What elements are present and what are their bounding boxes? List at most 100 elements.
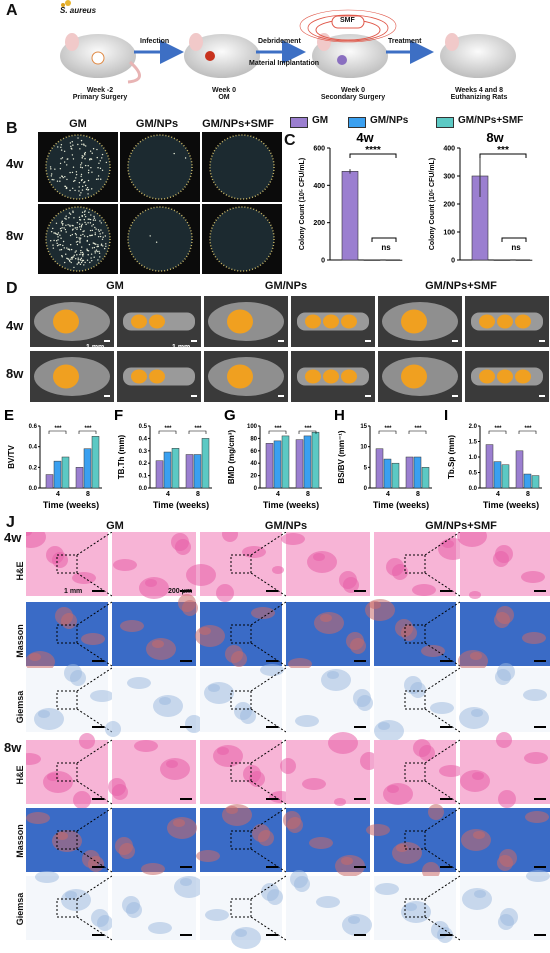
x-tick-label: 8 xyxy=(526,491,530,498)
sig-bracket xyxy=(188,430,207,434)
colony-dot xyxy=(87,254,89,256)
scale-bar-label: 200 μm xyxy=(168,588,193,595)
tissue-feature xyxy=(175,539,191,555)
implant-region xyxy=(515,369,531,384)
colony-dot xyxy=(75,257,77,260)
y-tick-label: 0.0 xyxy=(469,486,478,492)
zoom-box xyxy=(230,830,252,850)
colony-dot xyxy=(97,259,99,261)
zoom-line xyxy=(424,708,461,733)
tissue-feature xyxy=(186,564,216,586)
scale-bar xyxy=(539,340,545,342)
x-tick-label: 8 xyxy=(86,491,90,498)
colony-dot xyxy=(71,141,73,143)
tissue-feature xyxy=(523,689,547,701)
tissue-feature xyxy=(148,922,172,934)
sig-label: **** xyxy=(365,145,381,156)
implant-region xyxy=(323,314,339,329)
colony-dot xyxy=(75,250,77,252)
colony-dot xyxy=(57,146,59,148)
colony-dot xyxy=(84,154,86,156)
implant-region xyxy=(53,309,79,334)
tissue-feature xyxy=(422,862,440,880)
colony-dot xyxy=(77,137,79,139)
zoom-line xyxy=(424,780,461,805)
colony-dot xyxy=(89,218,92,221)
colony-dot xyxy=(68,259,71,262)
sig-bracket xyxy=(349,153,397,158)
colony-dot xyxy=(70,261,72,264)
scale-bar xyxy=(354,590,366,592)
legend-label: GM/NPs xyxy=(370,115,409,126)
colony-dot xyxy=(99,167,102,170)
colony-dot xyxy=(61,254,63,257)
organism-label: S. aureus xyxy=(60,6,97,15)
zoom-box xyxy=(404,554,426,574)
chart-title: 4w xyxy=(356,130,374,145)
colony-dot xyxy=(79,194,81,196)
colony-dot xyxy=(52,227,54,230)
zoom-line xyxy=(250,848,287,873)
tissue-feature xyxy=(34,708,64,730)
colony-dot xyxy=(86,235,89,238)
tissue-feature xyxy=(146,638,176,660)
tissue-feature xyxy=(231,651,247,667)
colony-dot xyxy=(97,167,99,169)
implant-region xyxy=(479,314,495,329)
microct-grid xyxy=(30,296,549,402)
y-tick-label: 0 xyxy=(321,258,325,265)
zoom-line xyxy=(250,780,287,805)
panel-a-label: A xyxy=(6,2,18,19)
colony-dot xyxy=(77,261,80,263)
smf-badge: SMF xyxy=(340,17,355,24)
x-axis-label: Time (weeks) xyxy=(43,500,99,510)
sig-label: *** xyxy=(84,426,92,432)
row-label: 4w xyxy=(6,318,24,333)
colony-dot xyxy=(68,212,71,214)
colony-dot xyxy=(80,234,82,237)
colony-dot xyxy=(74,227,77,229)
colony-dot xyxy=(81,157,83,159)
panel-label: F xyxy=(114,407,123,424)
colony-dot xyxy=(74,232,77,235)
implant-region xyxy=(227,309,253,334)
colony-dot xyxy=(81,189,84,191)
colony-dot xyxy=(82,155,84,157)
colony-dot xyxy=(75,234,77,236)
tissue-feature xyxy=(287,817,303,833)
tissue-feature xyxy=(459,707,489,729)
colony-dot xyxy=(64,228,67,231)
colony-dot xyxy=(77,240,79,243)
timepoint-event: Primary Surgery xyxy=(72,94,128,101)
colony-dot xyxy=(60,248,63,251)
scale-bar xyxy=(354,798,366,800)
histology-tile xyxy=(286,740,370,804)
rat-icon xyxy=(184,33,260,78)
colony-dot xyxy=(80,192,82,194)
scale-bar xyxy=(534,660,546,662)
tissue-feature xyxy=(26,753,41,765)
colony-dot xyxy=(83,264,85,266)
zoom-box xyxy=(404,690,426,710)
colony-dot xyxy=(77,259,79,261)
colony-dot xyxy=(57,236,59,238)
bar xyxy=(295,439,304,489)
colony-dot xyxy=(56,244,59,247)
colony-dot xyxy=(60,222,63,224)
bar xyxy=(523,473,532,489)
implant-region xyxy=(305,314,321,329)
colony-dot xyxy=(88,169,90,171)
tissue-feature xyxy=(79,733,95,749)
colony-dot xyxy=(95,243,97,246)
scale-bar xyxy=(191,395,197,397)
sig-label: ns xyxy=(381,243,391,252)
colony-dot xyxy=(149,235,151,237)
colony-dot xyxy=(88,243,91,246)
petri-dish-grid xyxy=(38,132,282,274)
colony-dot xyxy=(89,158,91,160)
scale-bar xyxy=(534,590,546,592)
y-tick-label: 0.4 xyxy=(29,445,38,451)
zoom-box xyxy=(56,762,78,782)
petri-dish xyxy=(209,134,275,200)
scale-bar xyxy=(452,395,458,397)
